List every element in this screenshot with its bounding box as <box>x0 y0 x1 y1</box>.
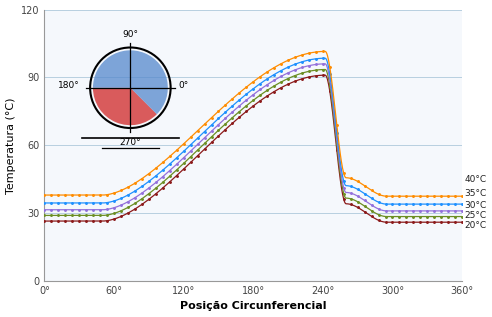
X-axis label: Posição Circunferencial: Posição Circunferencial <box>180 301 327 311</box>
Text: 270°: 270° <box>120 138 141 147</box>
Text: 40°C: 40°C <box>464 175 487 184</box>
Text: 25°C: 25°C <box>464 211 487 220</box>
Text: 35°C: 35°C <box>464 190 487 198</box>
Text: 30°C: 30°C <box>464 201 487 210</box>
Wedge shape <box>93 88 157 125</box>
Text: 90°: 90° <box>123 30 138 39</box>
Wedge shape <box>93 50 168 114</box>
Text: 0°: 0° <box>179 81 189 90</box>
Text: 20°C: 20°C <box>464 221 487 230</box>
Y-axis label: Temperatura (°C): Temperatura (°C) <box>5 97 16 194</box>
Text: 180°: 180° <box>59 81 80 90</box>
